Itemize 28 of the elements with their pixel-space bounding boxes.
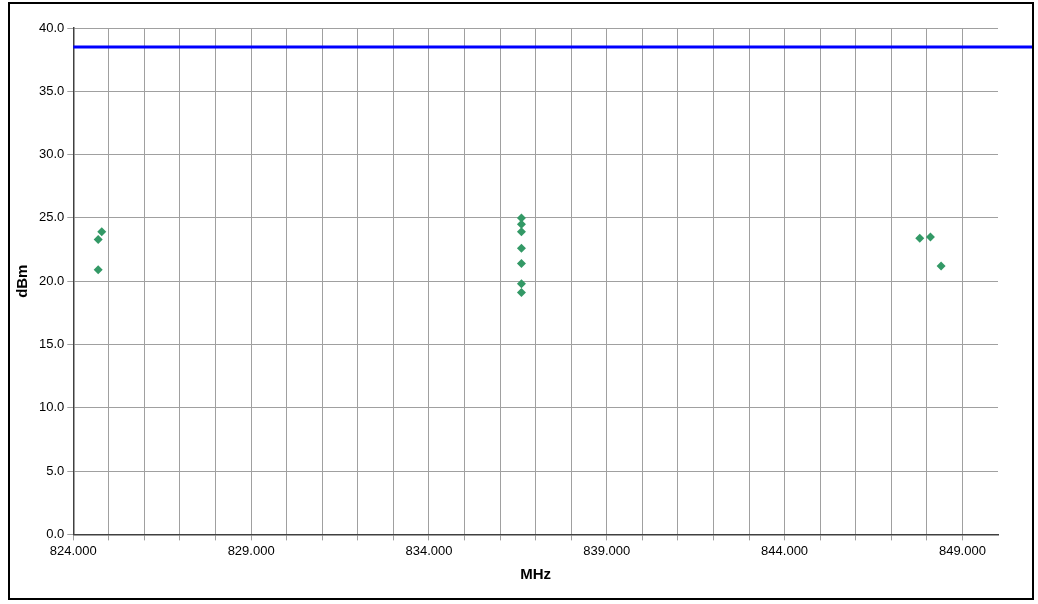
y-tick-label: 30.0 <box>38 146 65 162</box>
point <box>925 232 935 242</box>
point <box>516 258 526 268</box>
x-tick-label: 829.000 <box>227 542 275 558</box>
point <box>97 227 107 237</box>
x-tick-label: 824.000 <box>49 542 97 558</box>
y-tick-label: 10.0 <box>38 399 65 415</box>
point <box>93 265 103 275</box>
y-tick-label: 40.0 <box>38 19 65 35</box>
point <box>516 243 526 253</box>
point <box>93 234 103 244</box>
point <box>516 279 526 289</box>
y-tick-label: 0.0 <box>46 525 65 541</box>
y-axis-title: dBm <box>13 264 31 298</box>
x-tick-label: 844.000 <box>761 542 809 558</box>
y-tick-label: 15.0 <box>38 336 65 352</box>
point <box>915 233 925 243</box>
y-tick-label: 20.0 <box>38 272 65 288</box>
point <box>516 227 526 237</box>
y-tick-label: 5.0 <box>46 462 65 478</box>
x-tick-label: 834.000 <box>405 542 453 558</box>
x-tick-label: 839.000 <box>583 542 631 558</box>
y-tick-label: 35.0 <box>38 82 65 98</box>
x-axis-title: MHz <box>520 565 552 583</box>
point <box>516 288 526 298</box>
y-tick-label: 25.0 <box>38 209 65 225</box>
point <box>936 261 946 271</box>
x-tick-label: 849.000 <box>938 542 986 558</box>
